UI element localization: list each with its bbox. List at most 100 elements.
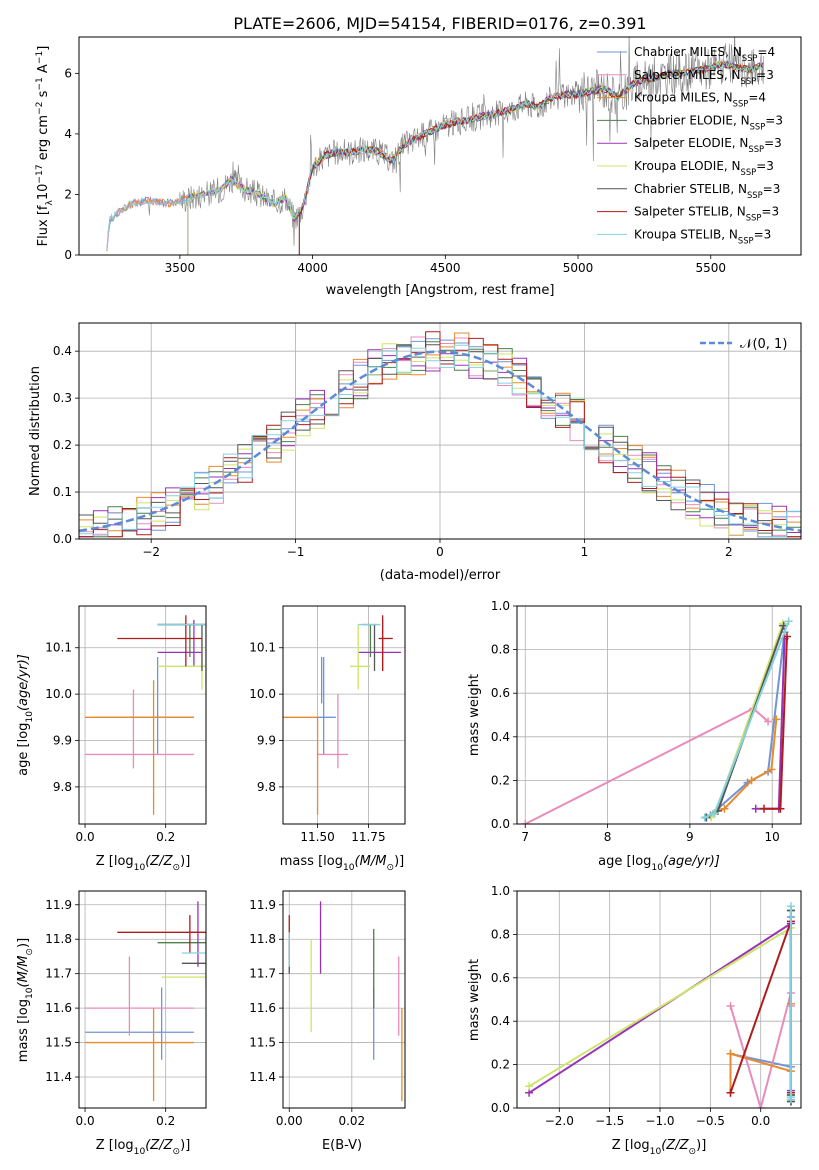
spectrum-xtick-label: 4000 bbox=[297, 261, 328, 275]
spectrum-legend-label-part: SSP bbox=[741, 167, 757, 177]
weight-vs-Z-ylabel: mass weight bbox=[467, 959, 482, 1041]
mass-vs-Z-xlabel-part: ⊙ bbox=[173, 1147, 181, 1157]
residuals-gaussian-curve bbox=[79, 350, 801, 533]
mass-vs-Z-ytick-label: 11.4 bbox=[45, 1070, 72, 1084]
weight-vs-Z-ytick-label: 0.6 bbox=[491, 971, 510, 985]
spectrum-ylabel-part: −2 bbox=[35, 102, 45, 115]
spectrum-legend-label-part: Chabrier MILES, N bbox=[634, 45, 742, 59]
spectrum-legend-label-part: SSP bbox=[748, 144, 764, 154]
spectrum-ylabel-part: ] bbox=[36, 46, 51, 51]
residuals-ylabel: Normed distribution bbox=[28, 366, 43, 496]
weight-vs-Z-ytick-label: 0.4 bbox=[491, 1014, 510, 1028]
weight-vs-Z-xlabel-part: (Z/Z bbox=[661, 1138, 689, 1153]
weight-vs-age-marker bbox=[759, 804, 768, 813]
weight-vs-age-xlabel-part: 10 bbox=[651, 863, 663, 873]
age-vs-Z-xlabel-part: ⊙ bbox=[173, 863, 181, 873]
spectrum-xtick-label: 3500 bbox=[165, 261, 196, 275]
spectrum-legend-label-part: SSP bbox=[738, 235, 754, 245]
weight-vs-age-marker bbox=[747, 776, 756, 785]
weight-vs-Z-xtick-label: −0.5 bbox=[696, 1114, 725, 1128]
mass-vs-ebv-ytick-label: 11.5 bbox=[249, 1036, 276, 1050]
residuals-panel: −2 −1 0 1 2 0.0 0.1 0.2 0.3 0.4 𝒩(0, 1) (data-model… bbox=[28, 322, 802, 583]
residuals-ytick-label: 0.1 bbox=[53, 485, 72, 499]
spectrum-legend-label-part: Kroupa STELIB, N bbox=[634, 227, 738, 241]
residuals-xlabel: (data-model)/error bbox=[380, 568, 501, 583]
spectrum-legend-label-part: SSP bbox=[733, 99, 749, 109]
weight-vs-age-xtick-label: 8 bbox=[604, 830, 612, 844]
weight-vs-Z-ytick-label: 1.0 bbox=[491, 884, 510, 898]
residuals-ytick-label: 0.2 bbox=[53, 438, 72, 452]
spectrum-legend-label-part: Salpeter STELIB, N bbox=[634, 205, 746, 219]
age-vs-Z-ylabel-part: 10 bbox=[25, 711, 35, 723]
age-vs-mass-xlabel-part: ⊙ bbox=[386, 863, 394, 873]
spectrum-panel: 3500 4000 4500 5000 5500 0 2 4 6 Chabrier MILES, … bbox=[35, 36, 802, 298]
spectrum-plot-area bbox=[106, 37, 765, 255]
spectrum-xlabel-part: wavelength [Angstrom, rest frame] bbox=[326, 283, 555, 298]
age-vs-Z-xlabel-part: )] bbox=[180, 854, 190, 869]
residuals-xtick-label: 2 bbox=[725, 545, 733, 559]
age-vs-Z-panel: 0.0 0.29.89.910.010.1Z [log10(Z/Z⊙)]age [… bbox=[16, 605, 207, 873]
age-vs-mass-panel: 11.50 11.75 9.8 9.9 10.0 10.1 mass [log10(M/M⊙… bbox=[249, 605, 406, 873]
spectrum-legend-label-part: =3 bbox=[764, 136, 782, 150]
age-vs-Z-xlabel-part: 10 bbox=[134, 863, 146, 873]
weight-vs-Z-marker bbox=[525, 1082, 534, 1091]
weight-vs-age-xlabel-part: (age/yr)] bbox=[663, 854, 720, 869]
figure-title: PLATE=2606, MJD=54154, FIBERID=0176, z=0… bbox=[233, 14, 646, 33]
residuals-hist-kroupa_stelib bbox=[79, 344, 801, 538]
spectrum-ytick-label: 4 bbox=[64, 127, 72, 141]
spectrum-legend-label: Salpeter STELIB, NSSP=3 bbox=[634, 205, 779, 223]
spectrum-legend-label-part: Chabrier STELIB, N bbox=[634, 182, 747, 196]
age-vs-Z-ytick-label: 10.1 bbox=[45, 641, 72, 655]
weight-vs-age-ytick-label: 0.6 bbox=[491, 686, 510, 700]
spectrum-legend-label-part: SSP bbox=[742, 53, 758, 63]
age-vs-mass-xlabel-part: 10 bbox=[343, 863, 355, 873]
mass-vs-Z-ytick-label: 11.6 bbox=[45, 1001, 72, 1015]
weight-vs-Z-xtick-label: −2.0 bbox=[545, 1114, 574, 1128]
weight-vs-Z-xlabel-part: ⊙ bbox=[689, 1147, 697, 1157]
mass-vs-Z-ylabel: mass [log10(M/M⊙)] bbox=[16, 938, 35, 1062]
weight-vs-Z-xlabel-part: Z [log bbox=[612, 1138, 650, 1153]
mass-vs-Z-ylabel-part: 10 bbox=[25, 987, 35, 999]
mass-vs-Z-ylabel-part: ⊙ bbox=[25, 948, 35, 956]
age-vs-Z-frame bbox=[78, 605, 207, 825]
spectrum-legend-label: Kroupa MILES, NSSP=4 bbox=[634, 91, 766, 109]
spectrum-model-line-kroupa_stelib bbox=[106, 59, 764, 249]
mass-vs-Z-xlabel-part: (Z/Z bbox=[145, 1138, 173, 1153]
residuals-legend-label: 𝒩(0, 1) bbox=[740, 337, 787, 352]
mass-vs-Z-xtick-label: 0.0 bbox=[76, 1114, 95, 1128]
mass-vs-Z-ytick-label: 11.7 bbox=[45, 967, 72, 981]
age-vs-mass-xtick-label: 11.50 bbox=[300, 830, 334, 844]
mass-vs-Z-panel: 0.0 0.211.411.511.611.711.811.9Z [log10(Z… bbox=[16, 890, 207, 1157]
age-vs-Z-ylabel: age [log10(age/yr)] bbox=[16, 654, 35, 776]
spectrum-frame bbox=[78, 36, 802, 256]
mass-vs-ebv-xtick-label: 0.02 bbox=[338, 1114, 365, 1128]
spectrum-ylabel-part: −17 bbox=[35, 164, 45, 183]
residuals-plot-area bbox=[79, 331, 801, 538]
spectrum-legend-label-part: Salpeter MILES, N bbox=[634, 68, 741, 82]
spectrum-ytick-label: 0 bbox=[64, 248, 72, 262]
age-vs-mass-xlabel: mass [log10(M/M⊙)] bbox=[280, 854, 404, 873]
spectrum-ylabel-part: s bbox=[36, 90, 51, 101]
spectrum-legend-label-part: Kroupa MILES, N bbox=[634, 91, 733, 105]
spectrum-ylabel-part: λ bbox=[45, 200, 55, 206]
weight-vs-age-ytick-label: 0.2 bbox=[491, 773, 510, 787]
weight-vs-Z-marker bbox=[756, 1104, 765, 1108]
mass-vs-ebv-ytick-label: 11.9 bbox=[249, 898, 276, 912]
spectrum-legend-label: Kroupa ELODIE, NSSP=3 bbox=[634, 159, 774, 177]
spectrum-legend-label: Chabrier MILES, NSSP=4 bbox=[634, 45, 775, 63]
weight-vs-Z-marker bbox=[726, 1049, 735, 1058]
mass-vs-Z-ytick-label: 11.5 bbox=[45, 1036, 72, 1050]
mass-vs-Z-xlabel: Z [log10(Z/Z⊙)] bbox=[96, 1138, 191, 1157]
spectrum-ylabel-part: Flux [f bbox=[36, 205, 51, 246]
mass-vs-Z-frame bbox=[78, 890, 207, 1109]
mass-vs-ebv-ytick-label: 11.8 bbox=[249, 932, 276, 946]
spectrum-ylabel-part: −1 bbox=[35, 77, 45, 90]
age-vs-Z-xlabel-part: (Z/Z bbox=[145, 854, 173, 869]
weight-vs-Z-marker bbox=[726, 1002, 735, 1011]
spectrum-legend-label-part: =3 bbox=[756, 159, 774, 173]
age-vs-mass-xlabel-part: mass [log bbox=[280, 854, 343, 869]
weight-vs-Z-ytick-label: 0.8 bbox=[491, 927, 510, 941]
age-vs-Z-xtick-label: 0.0 bbox=[76, 830, 95, 844]
age-vs-mass-ytick-label: 10.0 bbox=[249, 687, 276, 701]
